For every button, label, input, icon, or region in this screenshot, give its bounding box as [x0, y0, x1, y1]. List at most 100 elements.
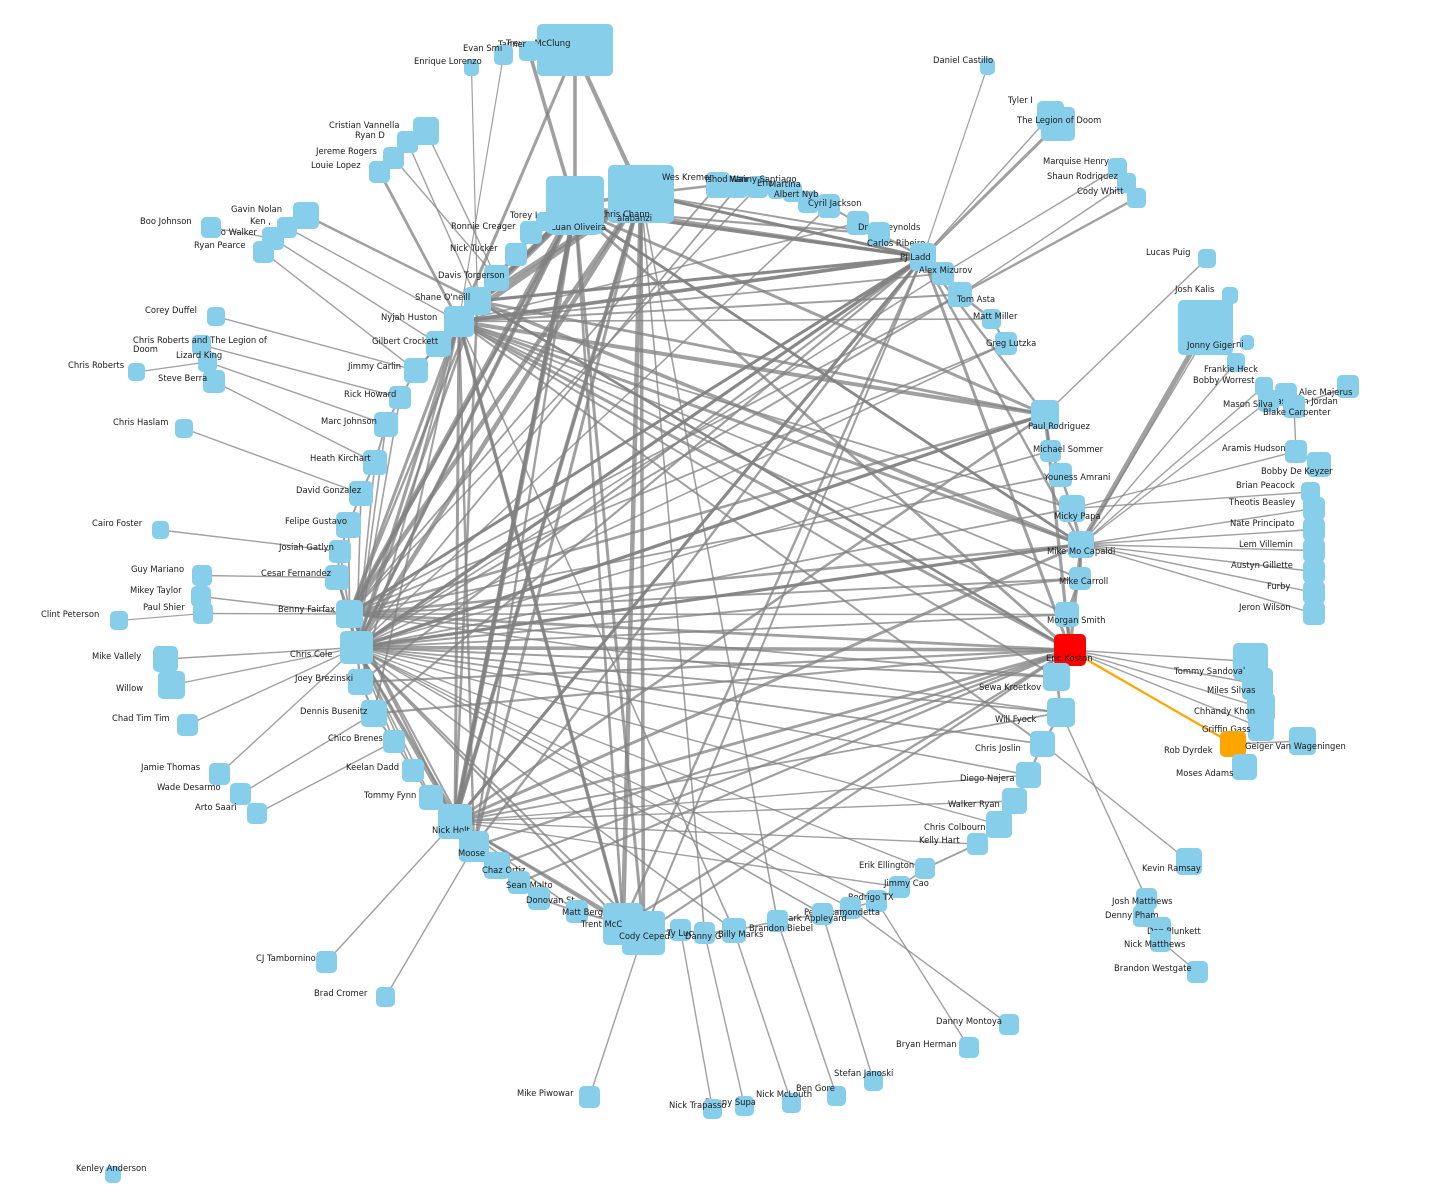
graph-node-willow[interactable]	[158, 671, 185, 699]
graph-node-sean-malto[interactable]	[508, 871, 530, 894]
graph-node-arto-saari[interactable]	[247, 803, 267, 824]
graph-node-matt-berger[interactable]	[566, 900, 588, 923]
graph-node-lizard-king[interactable]	[198, 352, 217, 372]
graph-node-lucas-puig[interactable]	[1198, 249, 1216, 268]
graph-node-chris-roberts-lod[interactable]	[192, 335, 211, 355]
graph-node-donovan-st[interactable]	[528, 887, 550, 910]
graph-node-chris-joslin[interactable]	[1030, 731, 1055, 757]
graph-node-dennis-busenitz[interactable]	[361, 700, 387, 727]
graph-node-luan-oliveira[interactable]	[550, 183, 600, 235]
graph-node-aramis-hudson[interactable]	[1285, 440, 1307, 463]
graph-node-drew-reynolds[interactable]	[847, 211, 869, 235]
graph-node-eric-koston[interactable]	[1054, 634, 1086, 666]
graph-node-chris-chann[interactable]	[608, 165, 674, 223]
graph-node-diego-najera[interactable]	[1016, 762, 1041, 788]
graph-node-jamie-thomas[interactable]	[209, 763, 230, 785]
graph-node-corey-duffel[interactable]	[207, 307, 225, 326]
graph-node-jimmy-carlin[interactable]	[404, 358, 428, 383]
graph-node-eric[interactable]	[768, 181, 785, 199]
graph-node-cody-cepeda[interactable]	[622, 911, 665, 955]
graph-node-cairo-foster[interactable]	[152, 521, 169, 539]
graph-node-pj-ladd[interactable]	[910, 243, 936, 271]
graph-node-jimmy-cao[interactable]	[889, 876, 910, 898]
graph-node-ty-lucero[interactable]	[670, 919, 691, 941]
graph-node-josiah-gatlyn[interactable]	[329, 540, 351, 563]
graph-node-rodrigo-tx[interactable]	[866, 890, 887, 912]
graph-node-cody-whitt[interactable]	[1127, 188, 1146, 208]
graph-node-mike-carroll[interactable]	[1069, 567, 1091, 590]
graph-node-ronnie-creager[interactable]	[520, 221, 542, 244]
graph-node-nick-mclouth[interactable]	[782, 1093, 801, 1113]
graph-node-jonny-giger[interactable]	[1178, 300, 1233, 355]
graph-node-nick-trapasso[interactable]	[703, 1099, 722, 1119]
graph-node-brandon-westgate[interactable]	[1187, 961, 1208, 983]
graph-node-kelly-hart[interactable]	[967, 833, 988, 855]
graph-node-mike-piwowar[interactable]	[579, 1086, 600, 1108]
graph-node-paul-shier[interactable]	[193, 603, 213, 624]
graph-node-blake-carpenter[interactable]	[1283, 395, 1305, 418]
graph-node-steve-berra[interactable]	[203, 370, 225, 393]
graph-node-brad-cromer[interactable]	[376, 987, 395, 1007]
graph-node-josh-matthews[interactable]	[1136, 888, 1157, 910]
graph-node-austyn-gillette[interactable]	[1303, 560, 1325, 583]
graph-node-heath-kirchart[interactable]	[363, 450, 387, 475]
graph-node-chris-haslam[interactable]	[175, 419, 193, 438]
graph-node-frankie-heck[interactable]	[1227, 353, 1245, 372]
graph-node-ishod-wair[interactable]	[727, 176, 748, 198]
graph-node-marc-johnson[interactable]	[374, 412, 398, 437]
graph-node-josh-kalis[interactable]	[1222, 287, 1238, 304]
graph-node-brandon-biebel[interactable]	[767, 910, 788, 932]
graph-node-moses-adams[interactable]	[1232, 754, 1257, 780]
graph-node-jeron-wilson[interactable]	[1303, 602, 1325, 625]
graph-node-nick-tucker[interactable]	[505, 243, 527, 266]
graph-node-manny-santiago[interactable]	[747, 176, 768, 198]
graph-node-daniel-castillo[interactable]	[980, 58, 995, 75]
graph-node-enrique-lorenzo[interactable]	[464, 59, 479, 76]
graph-node-chaz-ortiz[interactable]	[484, 852, 510, 879]
graph-node-gilbert-crockett[interactable]	[426, 331, 451, 357]
graph-node-ryan-pearce[interactable]	[253, 241, 274, 263]
graph-node-mike-mo-capaldi[interactable]	[1068, 531, 1094, 558]
graph-node-cj-tambornino[interactable]	[316, 951, 337, 973]
graph-node-denny-pham[interactable]	[1133, 905, 1154, 927]
graph-node-bryan-herman[interactable]	[959, 1037, 979, 1058]
graph-node-bobby-de-keyzer[interactable]	[1307, 452, 1331, 477]
graph-node-gavin-nolan[interactable]	[293, 202, 319, 229]
graph-node-geiger-van-wageningen[interactable]	[1289, 727, 1316, 755]
graph-node-martina[interactable]	[783, 182, 802, 202]
graph-node-alex-mizurov[interactable]	[932, 262, 954, 285]
graph-node-felipe-gustavo[interactable]	[336, 512, 361, 538]
graph-node-cyril-jackson[interactable]	[818, 194, 840, 218]
graph-node-mikey-taylor[interactable]	[191, 586, 211, 607]
graph-node-chico-brenes[interactable]	[383, 730, 405, 753]
graph-node-michael-sommer[interactable]	[1040, 440, 1061, 462]
graph-node-carlos-ribeiro[interactable]	[868, 222, 890, 246]
graph-node-ni[interactable]	[1240, 335, 1254, 350]
graph-node-legion-of-doom[interactable]	[1041, 107, 1075, 141]
graph-node-tanner[interactable]	[519, 41, 539, 61]
graph-node-stefan-janoski[interactable]	[864, 1071, 883, 1091]
graph-node-greg-lutzka[interactable]	[995, 332, 1017, 355]
graph-node-chad-tim-tim[interactable]	[177, 714, 198, 736]
graph-node-micky-papa[interactable]	[1059, 495, 1085, 522]
graph-node-cesar-fernandez[interactable]	[325, 565, 349, 590]
graph-node-griffin-gass[interactable]	[1248, 714, 1274, 741]
graph-node-danny-montoya[interactable]	[999, 1014, 1019, 1035]
graph-node-chris-colbourn[interactable]	[986, 811, 1012, 838]
graph-node-will-fyock[interactable]	[1047, 698, 1075, 727]
graph-node-chris-roberts[interactable]	[128, 363, 145, 381]
graph-node-tom-asta[interactable]	[948, 282, 972, 307]
graph-node-alec-majerus[interactable]	[1337, 375, 1359, 398]
graph-node-youness-amrani[interactable]	[1049, 463, 1072, 487]
graph-node-mike-vallely[interactable]	[153, 646, 178, 672]
graph-node-morgan-smith[interactable]	[1055, 602, 1079, 627]
graph-node-rick-howard[interactable]	[389, 386, 411, 409]
graph-node-kevin-ramsay[interactable]	[1176, 848, 1202, 875]
graph-node-kenley-anderson[interactable]	[105, 1166, 121, 1183]
graph-node-walker-ryan[interactable]	[1002, 788, 1027, 814]
graph-node-louie-lopez[interactable]	[369, 161, 390, 183]
graph-node-wade-desarmo[interactable]	[230, 783, 251, 805]
graph-node-mason-silva[interactable]	[1258, 390, 1279, 412]
graph-node-boo-johnson[interactable]	[201, 217, 221, 238]
